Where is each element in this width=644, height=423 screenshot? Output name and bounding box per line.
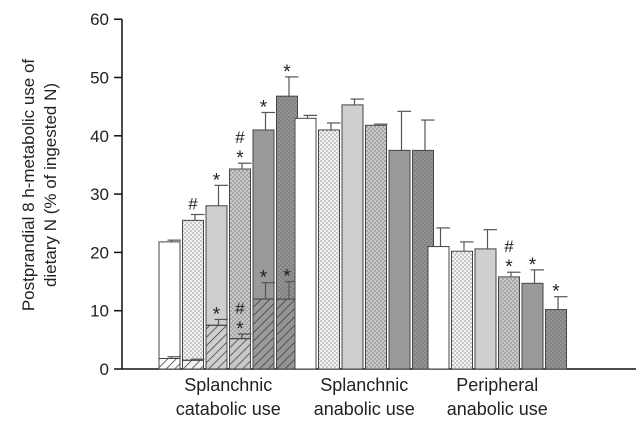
bar — [341, 104, 364, 370]
inner-bar-significance-star: * — [260, 268, 268, 289]
bar-significance-star: * — [283, 62, 291, 83]
inner-bar-significance-star: * — [213, 304, 221, 325]
bar-pattern — [545, 309, 567, 369]
bar — [427, 246, 450, 370]
bar-significance-star: * — [505, 257, 513, 278]
bar — [294, 117, 317, 370]
inner-bar-hatch — [252, 298, 275, 370]
x-tick-label-line1: Peripheral — [456, 375, 538, 395]
bar-pattern — [229, 169, 251, 369]
bar — [388, 149, 411, 370]
y-tick-label: 50 — [90, 69, 109, 88]
bar-group-3-series-3 — [474, 229, 497, 370]
bar-group-2-series-1 — [294, 114, 317, 370]
inner-bar-series-6: * — [276, 267, 299, 370]
y-tick-label: 30 — [90, 185, 109, 204]
bar-significance-star: * — [529, 255, 537, 276]
y-tick-label: 20 — [90, 243, 109, 262]
x-tick-label-line2: anabolic use — [314, 399, 415, 419]
y-axis-label-line2: dietary N (% of ingested N) — [41, 83, 60, 287]
x-tick-label-line2: anabolic use — [447, 399, 548, 419]
x-tick-label-line1: Splanchnic — [320, 375, 408, 395]
bar-group-1-series-1 — [158, 239, 181, 370]
inner-bar-hatch — [276, 298, 298, 370]
y-axis-label-line1: Postprandial 8 h-metabolic use of — [19, 59, 38, 312]
bar-group-1-series-4: *#*# — [229, 128, 252, 370]
bar-group-3-series-1 — [427, 227, 450, 370]
bar-group-3-series-6: * — [545, 282, 568, 370]
bar-group-1-series-6: ** — [276, 62, 299, 370]
inner-bar-hatch — [158, 358, 181, 370]
y-axis-label: Postprandial 8 h-metabolic use of dietar… — [19, 59, 60, 312]
bar-pattern — [318, 129, 340, 369]
bar — [158, 241, 181, 370]
y-tick-label: 40 — [90, 127, 109, 146]
bar-significance-hash: # — [235, 128, 245, 147]
y-tick-label: 0 — [100, 360, 109, 379]
inner-bar-significance-hash: # — [235, 299, 245, 318]
bar-group-2-series-2 — [318, 122, 341, 370]
inner-bar-hatch — [205, 324, 228, 370]
bar-group-3-series-4: *# — [498, 237, 521, 370]
bar-group-3-series-2 — [451, 241, 474, 370]
bar-group-2-series-5 — [388, 110, 411, 370]
bar-significance-hash: # — [188, 195, 198, 214]
y-tick-label: 10 — [90, 302, 109, 321]
inner-bar-significance-star: * — [283, 267, 291, 288]
inner-bar-significance-star: * — [236, 319, 244, 340]
bar-significance-star: * — [552, 282, 560, 303]
bar-significance-star: * — [213, 170, 221, 191]
bar-group-2-series-4 — [365, 123, 388, 370]
bar-significance-star: * — [260, 97, 268, 118]
bar-group-3-series-5: * — [521, 255, 544, 370]
bar-pattern — [498, 276, 520, 369]
bar-group-1-series-5: ** — [252, 97, 275, 370]
x-tick-label-line2: catabolic use — [176, 399, 281, 419]
bar-group-2-series-3 — [341, 98, 364, 370]
inner-bar-hatch — [182, 359, 204, 370]
bar — [521, 282, 544, 370]
x-tick-label-line1: Splanchnic — [184, 375, 272, 395]
bar — [474, 248, 497, 370]
inner-bar-series-2 — [182, 358, 205, 370]
bar-group-1-series-2: # — [182, 195, 205, 370]
bar-significance-star: * — [236, 148, 244, 169]
inner-bar-series-4: *# — [229, 299, 252, 370]
bars: #***#*#**** *#** — [158, 62, 568, 370]
bar-pattern — [451, 251, 473, 369]
bar-pattern — [182, 220, 204, 369]
inner-bar-series-1 — [158, 356, 181, 370]
bar-pattern — [365, 125, 387, 369]
bar-significance-hash: # — [504, 237, 514, 256]
bar-group-1-series-3: ** — [205, 170, 228, 370]
inner-bar-series-3: * — [205, 304, 228, 370]
x-axis-labels: Splanchnic catabolic use Splanchnic anaboli… — [176, 375, 548, 419]
y-tick-label: 60 — [90, 10, 109, 29]
inner-bar-series-5: * — [252, 268, 275, 370]
inner-bar-hatch — [229, 338, 251, 370]
